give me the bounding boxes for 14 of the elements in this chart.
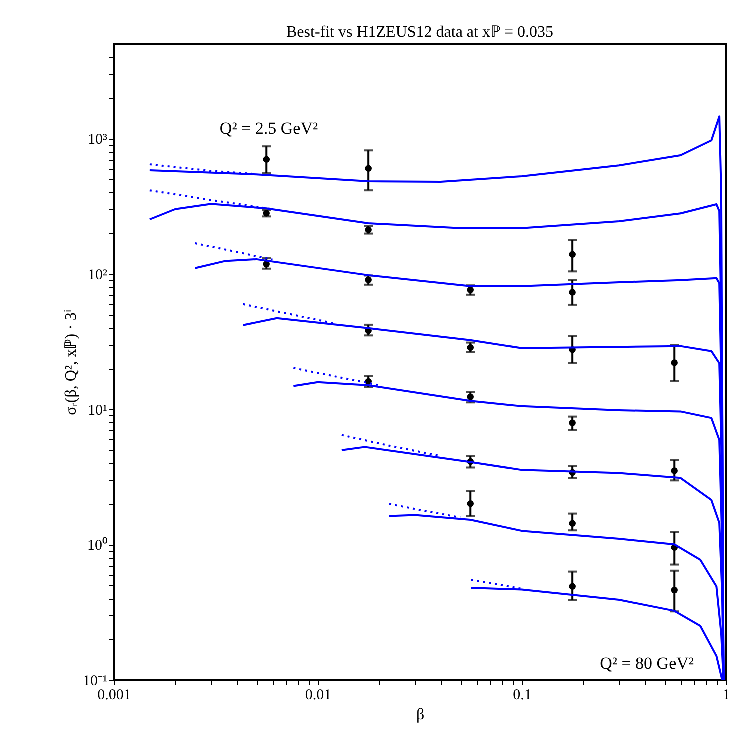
y-tick-label: 10¹ xyxy=(88,402,108,419)
x-axis-title: β xyxy=(416,706,425,724)
y-tick-label: 10² xyxy=(88,267,108,284)
x-tick-label: 0.001 xyxy=(98,688,132,704)
chart-title: Best-fit vs H1ZEUS12 data at xℙ = 0.035 xyxy=(286,24,554,41)
y-tick-label: 10⁻¹ xyxy=(83,674,108,690)
x-tick-label: 0.1 xyxy=(513,688,532,704)
annotation: Q² = 2.5 GeV² xyxy=(220,119,318,138)
annotation: Q² = 80 GeV² xyxy=(600,654,694,673)
y-tick-label: 10⁰ xyxy=(88,537,108,554)
y-tick-label: 10³ xyxy=(88,132,108,148)
x-tick-label: 0.01 xyxy=(305,688,332,704)
y-axis-title: σᵣ(β, Q², xℙ) · 3ⁱ xyxy=(63,310,80,416)
x-tick-label: 1 xyxy=(722,688,730,704)
